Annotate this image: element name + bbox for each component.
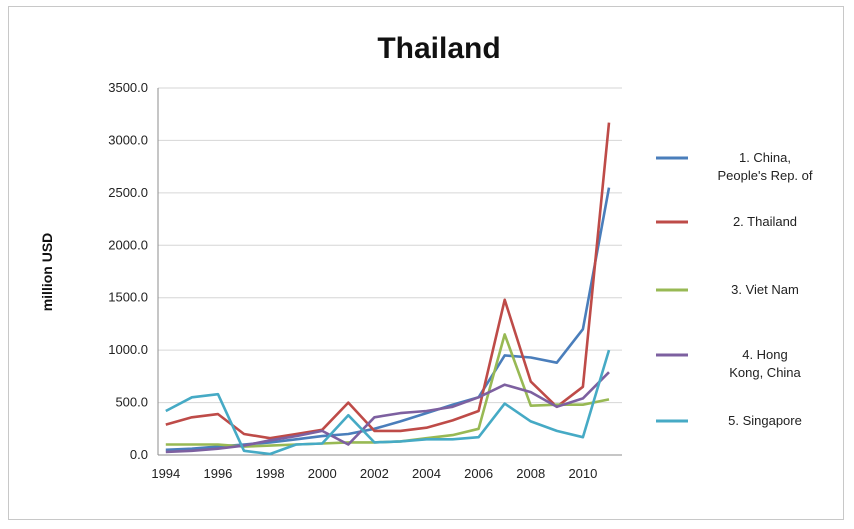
x-tick-label: 1998	[256, 466, 285, 481]
legend-label: 3. Viet Nam	[731, 282, 799, 297]
y-tick-label: 1000.0	[108, 342, 148, 357]
y-tick-labels: 0.0 500.0 1000.0 1500.0 2000.0 2500.0 3000.0 35…	[108, 80, 148, 462]
y-tick-label: 1500.0	[108, 290, 148, 305]
axes	[157, 88, 622, 456]
x-tick-label: 1996	[203, 466, 232, 481]
legend: 1. China, People's Rep. of 2. Thailand 3. V…	[656, 150, 813, 428]
y-tick-label: 3000.0	[108, 132, 148, 147]
y-tick-label: 500.0	[115, 395, 148, 410]
y-axis-label: million USD	[39, 233, 55, 312]
chart-title: Thailand	[377, 32, 500, 65]
x-tick-label: 2004	[412, 466, 441, 481]
x-tick-label: 1994	[151, 466, 180, 481]
series-lines	[165, 122, 611, 456]
x-tick-label: 2008	[516, 466, 545, 481]
chart-area	[8, 6, 844, 520]
legend-item-1: 1. China, People's Rep. of	[656, 150, 813, 183]
legend-item-2: 2. Thailand	[656, 214, 797, 229]
legend-label: 5. Singapore	[728, 413, 802, 428]
y-tick-label: 0.0	[130, 447, 148, 462]
gridlines	[158, 87, 622, 404]
legend-item-3: 3. Viet Nam	[656, 282, 799, 297]
legend-label: 2. Thailand	[733, 214, 797, 229]
series-line-1	[165, 187, 611, 452]
legend-item-5: 5. Singapore	[656, 413, 802, 428]
legend-item-4: 4. Hong Kong, China	[656, 347, 802, 380]
y-tick-label: 3500.0	[108, 80, 148, 95]
x-tick-labels: 1994 1996 1998 2000 2002 2004 2006 2008 2010	[151, 466, 597, 481]
legend-label: 4. Hong Kong, China	[729, 347, 801, 380]
series-line-2	[165, 122, 611, 440]
y-tick-label: 2500.0	[108, 185, 148, 200]
legend-label: 1. China, People's Rep. of	[718, 150, 813, 183]
y-tick-label: 2000.0	[108, 237, 148, 252]
x-tick-label: 2010	[568, 466, 597, 481]
x-tick-label: 2000	[308, 466, 337, 481]
series-line-4	[165, 371, 610, 454]
x-tick-label: 2002	[360, 466, 389, 481]
series-line-5	[165, 349, 611, 456]
x-tick-label: 2006	[464, 466, 493, 481]
